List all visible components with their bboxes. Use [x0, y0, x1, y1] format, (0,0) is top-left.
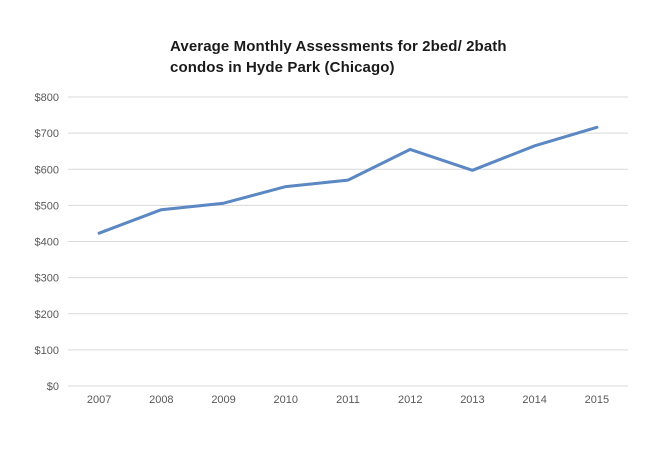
y-tick-label: $400 [35, 237, 59, 249]
x-tick-label: 2007 [87, 394, 111, 406]
y-tick-label: $700 [35, 128, 59, 140]
x-tick-label: 2013 [460, 394, 484, 406]
chart-title: Average Monthly Assessments for 2bed/ 2b… [170, 36, 590, 78]
y-tick-label: $500 [35, 200, 59, 212]
x-tick-label: 2012 [398, 394, 422, 406]
x-tick-label: 2014 [522, 394, 546, 406]
y-tick-label: $800 [35, 92, 59, 104]
data-line-series [97, 125, 599, 235]
y-tick-label: $100 [35, 345, 59, 357]
x-tick-label: 2011 [336, 394, 360, 406]
y-tick-label: $300 [35, 273, 59, 285]
chart-title-line2: condos in Hyde Park (Chicago) [170, 59, 395, 76]
x-tick-label: 2008 [149, 394, 173, 406]
y-tick-label: $600 [35, 164, 59, 176]
y-tick-label: $0 [47, 381, 59, 393]
x-tick-label: 2010 [274, 394, 298, 406]
x-tick-label: 2015 [585, 394, 609, 406]
y-tick-label: $200 [35, 309, 59, 321]
x-tick-label: 2009 [211, 394, 235, 406]
chart-title-line1: Average Monthly Assessments for 2bed/ 2b… [170, 38, 507, 55]
